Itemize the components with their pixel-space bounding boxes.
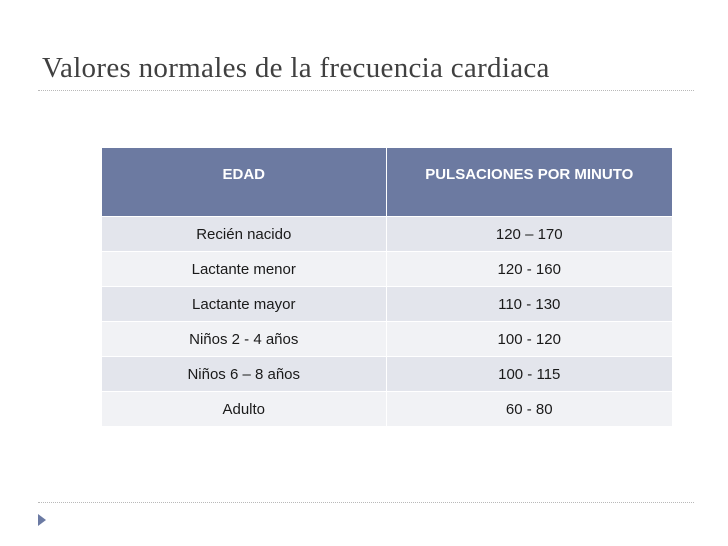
table-row: Recién nacido 120 – 170 <box>102 216 672 252</box>
table-row: Lactante mayor 110 - 130 <box>102 286 672 322</box>
bpm-cell: 100 - 120 <box>386 321 672 357</box>
bpm-cell: 120 – 170 <box>386 216 672 252</box>
table-row: Niños 6 – 8 años 100 - 115 <box>102 356 672 392</box>
age-cell: Recién nacido <box>102 216 387 252</box>
header-label-pulsaciones: PULSACIONES POR MINUTO <box>425 166 634 183</box>
bpm-cell: 100 - 115 <box>386 356 672 392</box>
age-cell: Lactante menor <box>102 251 387 287</box>
table-row: Lactante menor 120 - 160 <box>102 251 672 287</box>
bpm-cell: 60 - 80 <box>386 391 672 426</box>
triangle-bullet-icon <box>38 514 46 526</box>
age-cell: Niños 2 - 4 años <box>102 321 387 357</box>
table-row: Adulto 60 - 80 <box>102 391 672 426</box>
title-divider <box>38 90 694 91</box>
age-cell: Lactante mayor <box>102 286 387 322</box>
header-label-edad: EDAD <box>222 166 265 183</box>
age-cell: Adulto <box>102 391 387 426</box>
slide-title: Valores normales de la frecuencia cardia… <box>42 52 550 84</box>
bpm-cell: 120 - 160 <box>386 251 672 287</box>
table-row: Niños 2 - 4 años 100 - 120 <box>102 321 672 357</box>
heart-rate-table: EDAD PULSACIONES POR MINUTO Recién nacid… <box>102 148 672 426</box>
bpm-cell: 110 - 130 <box>386 286 672 322</box>
header-cell-pulsaciones: PULSACIONES POR MINUTO <box>386 148 672 217</box>
table-header-row: EDAD PULSACIONES POR MINUTO <box>102 148 672 217</box>
header-cell-edad: EDAD <box>102 148 387 217</box>
age-cell: Niños 6 – 8 años <box>102 356 387 392</box>
footer-divider <box>38 502 694 503</box>
